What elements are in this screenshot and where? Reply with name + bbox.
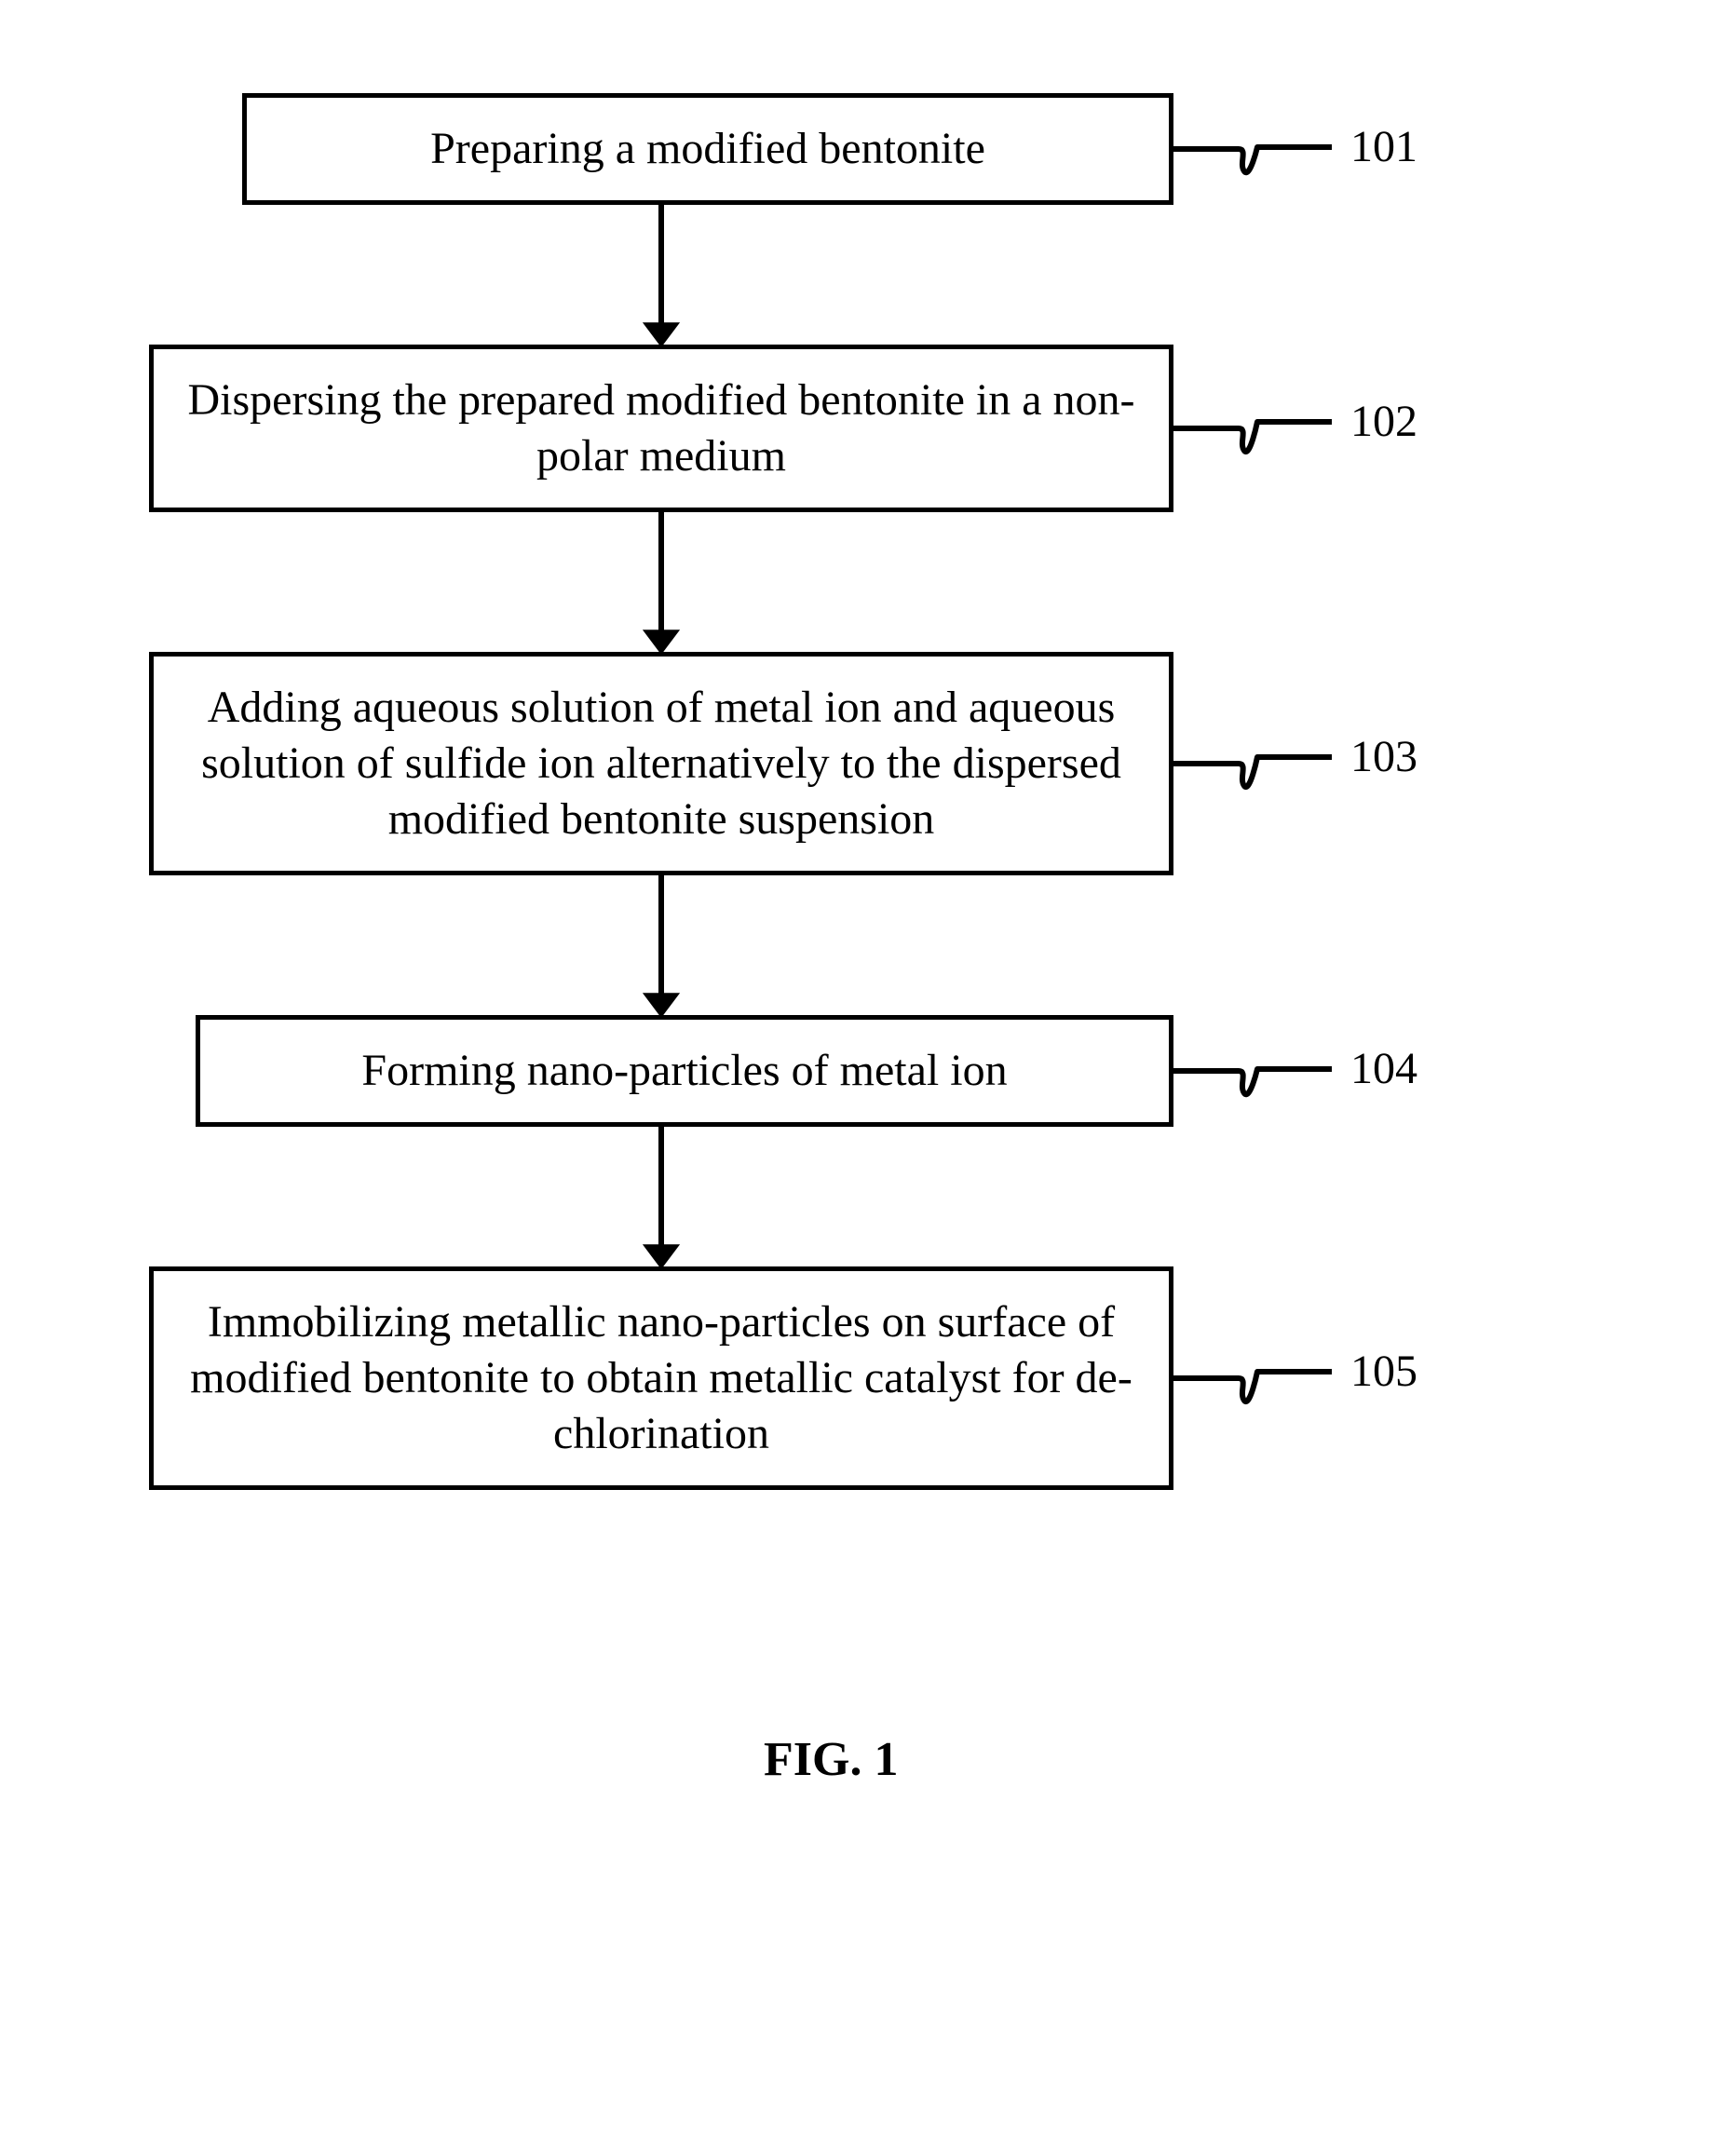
- flow-node-104: Forming nano-particles of metal ion: [196, 1015, 1173, 1127]
- flow-node-102-text: Dispersing the prepared modified bentoni…: [172, 372, 1150, 484]
- flow-label-102: 102: [1350, 396, 1417, 447]
- flowchart-canvas: Preparing a modified bentonite Dispersin…: [0, 0, 1736, 2153]
- flow-node-103: Adding aqueous solution of metal ion and…: [149, 652, 1173, 875]
- flow-label-105: 105: [1350, 1346, 1417, 1397]
- flow-node-105: Immobilizing metallic nano-particles on …: [149, 1266, 1173, 1490]
- flow-node-104-text: Forming nano-particles of metal ion: [361, 1043, 1007, 1099]
- flow-node-103-text: Adding aqueous solution of metal ion and…: [172, 680, 1150, 847]
- figure-caption: FIG. 1: [764, 1732, 898, 1787]
- flow-node-101-text: Preparing a modified bentonite: [430, 121, 985, 177]
- flow-label-103: 103: [1350, 731, 1417, 782]
- flow-node-102: Dispersing the prepared modified bentoni…: [149, 345, 1173, 512]
- flow-node-105-text: Immobilizing metallic nano-particles on …: [172, 1294, 1150, 1462]
- flow-node-101: Preparing a modified bentonite: [242, 93, 1173, 205]
- flow-label-101: 101: [1350, 121, 1417, 172]
- flow-label-104: 104: [1350, 1043, 1417, 1094]
